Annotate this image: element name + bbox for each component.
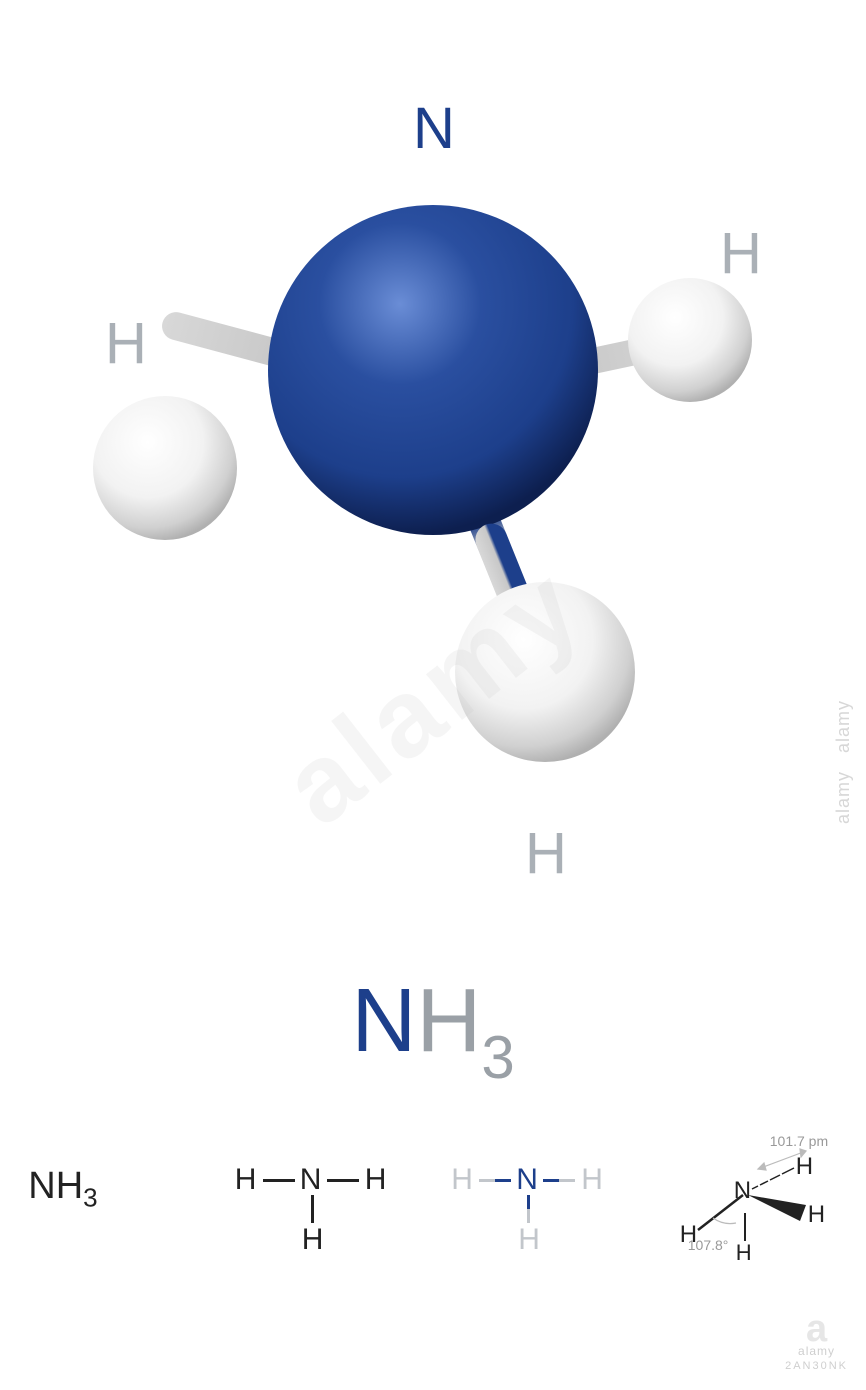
formula-sub: 3 xyxy=(481,1024,514,1091)
g-h2: H xyxy=(808,1201,825,1229)
g-bondlen: 101.7 pm xyxy=(770,1133,828,1149)
sc-h1: H xyxy=(451,1163,473,1197)
g-angle: 107.8° xyxy=(688,1237,729,1253)
bf-nh: NH xyxy=(28,1165,83,1207)
representations-row: NH3 H N H H H N H H xyxy=(0,1135,866,1285)
sc-n: N xyxy=(516,1163,538,1197)
wm-code: 2AN30NK xyxy=(785,1360,848,1372)
sc-h2: H xyxy=(581,1163,603,1197)
nitrogen-atom xyxy=(268,205,598,535)
wm-txt: alamy xyxy=(785,1344,848,1358)
g-hback: H xyxy=(796,1153,813,1181)
wm-a: a xyxy=(785,1314,848,1344)
g-n: N xyxy=(734,1177,751,1205)
hydrogen-atom-2 xyxy=(628,278,752,402)
bf-sub: 3 xyxy=(83,1183,97,1213)
formula-n: N xyxy=(351,971,416,1071)
h-label-3: H xyxy=(525,820,567,887)
sb-h1: H xyxy=(235,1163,257,1197)
sb-h2: H xyxy=(365,1163,387,1197)
geom-svg xyxy=(658,1145,858,1285)
sc-h3: H xyxy=(518,1223,540,1257)
wm-side-text2: alamy xyxy=(833,700,853,753)
rep-molecular-formula: NH3 xyxy=(8,1145,208,1275)
rep-structural-black: H N H H xyxy=(225,1145,425,1275)
hydrogen-atom-3 xyxy=(455,582,635,762)
ball-stick-model: N H H H xyxy=(0,0,866,900)
sb-h3: H xyxy=(302,1223,324,1257)
rep-structural-colored: H N H H xyxy=(441,1145,641,1275)
rep-geometry: N H H H H 101.7 pm 107.8° xyxy=(658,1145,858,1275)
sb-n: N xyxy=(300,1163,322,1197)
h-label-1: H xyxy=(105,310,147,377)
hydrogen-atom-1 xyxy=(93,396,237,540)
formula-h: H xyxy=(416,971,481,1071)
chemical-formula-large: NH3 xyxy=(0,970,866,1084)
h-label-2: H xyxy=(720,220,762,287)
g-h3: H xyxy=(736,1240,752,1266)
watermark-side: alamy alamy xyxy=(833,700,854,824)
n-label: N xyxy=(413,95,455,162)
watermark-corner: a alamy 2AN30NK xyxy=(785,1314,848,1372)
wm-side-text: alamy xyxy=(833,771,853,824)
